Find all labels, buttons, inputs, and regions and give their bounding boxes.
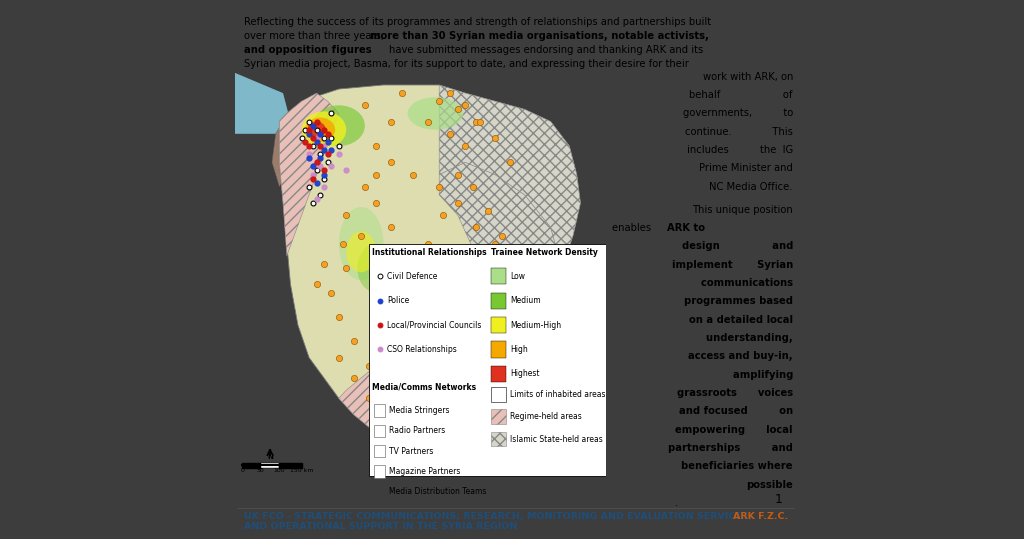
Bar [492,432,506,446]
Text: design               and: design and [682,241,793,252]
Bar [369,244,606,475]
Text: Medium: Medium [510,296,541,305]
Ellipse shape [307,122,326,138]
Bar [492,366,506,382]
Text: Media Distribution Teams: Media Distribution Teams [389,487,486,496]
Text: on a detailed local: on a detailed local [689,315,793,325]
Bar [492,387,506,402]
Text: and opposition figures: and opposition figures [244,45,372,56]
Bar [374,445,385,457]
Ellipse shape [408,97,463,130]
Text: continue.             This: continue. This [685,127,793,137]
Bar [492,409,506,424]
Text: Prime Minister and: Prime Minister and [699,163,793,174]
Text: 150 km: 150 km [290,467,313,473]
Polygon shape [280,93,339,256]
Bar [492,317,506,333]
Text: includes          the  IG: includes the IG [687,145,793,155]
Text: empowering      local: empowering local [676,425,793,435]
Text: Regime-held areas: Regime-held areas [510,412,582,421]
Text: Low: Low [510,272,525,281]
Text: Civil Defence: Civil Defence [387,272,437,281]
Text: Limits of inhabited areas: Limits of inhabited areas [510,390,605,399]
Polygon shape [339,366,421,439]
Text: beneficiaries where: beneficiaries where [681,461,793,472]
Ellipse shape [346,231,376,272]
Text: possible: possible [746,480,793,490]
Ellipse shape [305,118,335,142]
Text: amplifying: amplifying [705,370,793,380]
Bar [374,404,385,417]
Text: Institutional Relationships: Institutional Relationships [373,248,486,257]
Text: 50: 50 [257,467,264,473]
Text: Media Stringers: Media Stringers [389,406,450,415]
Bar [374,466,385,478]
Text: Magazine Partners: Magazine Partners [389,467,461,476]
Text: NC Media Office.: NC Media Office. [710,182,793,192]
Text: Islamic State-held areas: Islamic State-held areas [510,434,602,444]
Polygon shape [234,73,291,134]
Text: work with ARK, on: work with ARK, on [702,72,793,82]
Text: 0: 0 [241,467,244,473]
Bar [492,293,506,309]
Text: programmes based: programmes based [684,296,793,307]
Text: TV Partners: TV Partners [389,447,433,455]
Text: .: . [675,498,678,508]
Text: have submitted messages endorsing and thanking ARK and its: have submitted messages endorsing and th… [389,45,702,56]
Polygon shape [272,122,291,186]
Text: Highest: Highest [510,369,540,378]
Text: N: N [267,454,273,460]
Ellipse shape [312,105,365,146]
Text: Medium-High: Medium-High [510,321,561,329]
Text: more than 30 Syrian media organisations, notable activists,: more than 30 Syrian media organisations,… [371,31,710,42]
Text: Local/Provincial Councils: Local/Provincial Councils [387,321,481,329]
Text: High: High [510,345,527,354]
Polygon shape [280,85,581,439]
Text: over more than three years,: over more than three years, [244,31,387,42]
Ellipse shape [339,207,383,280]
Text: Media/Comms Networks: Media/Comms Networks [373,382,476,391]
Text: Trainee Network Density: Trainee Network Density [492,248,598,257]
Bar [374,425,385,437]
Text: This unique position: This unique position [692,205,793,215]
Bar [492,268,506,285]
Text: Police: Police [387,296,410,305]
Text: Syrian media project, Basma, for its support to date, and expressing their desir: Syrian media project, Basma, for its sup… [244,59,688,70]
Ellipse shape [302,112,346,148]
Text: Reflecting the success of its programmes and strength of relationships and partn: Reflecting the success of its programmes… [244,17,711,27]
Text: 100: 100 [273,467,285,473]
Text: enables: enables [612,223,654,233]
Text: partnerships         and: partnerships and [668,443,793,453]
Text: ARK to: ARK to [667,223,705,233]
Text: CSO Relationships: CSO Relationships [387,345,457,354]
Text: behalf                    of: behalf of [689,90,793,100]
Bar [492,341,506,358]
Text: understanding,: understanding, [692,333,793,343]
Text: governments,          to: governments, to [683,108,793,119]
Text: ARK F.Z.C.: ARK F.Z.C. [733,512,788,521]
Bar [374,486,385,498]
Text: communications: communications [687,278,793,288]
Text: and focused         on: and focused on [679,406,793,417]
Text: grassroots      voices: grassroots voices [677,388,793,398]
Ellipse shape [357,244,394,293]
Text: UK FCO - STRATEGIC COMMUNICATIONS; RESEARCH, MONITORING AND EVALUATION SERVICES;: UK FCO - STRATEGIC COMMUNICATIONS; RESEA… [244,512,752,531]
Text: access and buy-in,: access and buy-in, [688,351,793,362]
Text: implement       Syrian: implement Syrian [672,260,793,270]
Polygon shape [439,162,562,358]
Text: 1: 1 [774,493,782,506]
Polygon shape [439,85,581,268]
Text: Radio Partners: Radio Partners [389,426,445,436]
